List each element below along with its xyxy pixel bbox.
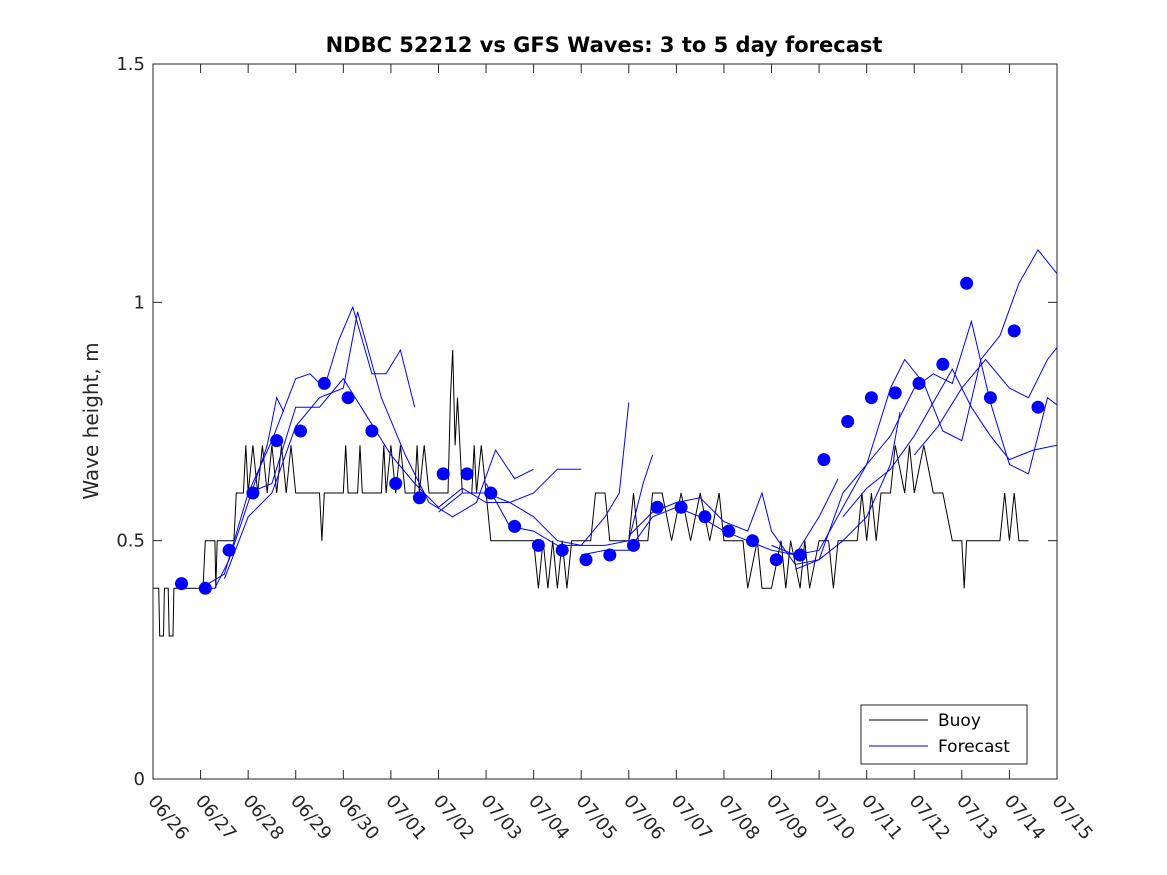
y-tick-label: 0: [134, 769, 145, 790]
forecast-marker-4: [246, 486, 260, 500]
forecast-run-line-5: [438, 402, 630, 546]
forecast-marker-16: [531, 538, 545, 552]
forecast-run-line-4: [248, 377, 582, 508]
forecast-marker-8: [341, 391, 355, 405]
y-axis-ticks: 0 0.5 1 1.5: [116, 54, 1057, 790]
forecast-marker-37: [1031, 400, 1045, 414]
forecast-marker-12: [436, 467, 450, 481]
chart-title: NDBC 52212 vs GFS Waves: 3 to 5 day fore…: [326, 33, 883, 57]
forecast-marker-10: [389, 477, 403, 490]
forecast-marker-30: [864, 391, 878, 405]
forecast-marker-33: [936, 357, 950, 371]
axes-frame: [152, 63, 1058, 780]
forecast-marker-29: [841, 415, 855, 428]
forecast-marker-18: [579, 553, 593, 567]
forecast-marker-3: [222, 543, 236, 557]
forecast-marker-15: [508, 519, 522, 533]
forecast-marker-13: [460, 467, 474, 481]
forecast-marker-2: [198, 581, 212, 595]
y-axis-label: Wave height, m: [79, 342, 103, 499]
forecast-marker-1: [175, 577, 188, 591]
forecast-marker-19: [603, 548, 617, 562]
y-tick-label: 1: [134, 292, 145, 313]
forecast-marker-28: [817, 453, 831, 467]
forecast-marker-36: [1007, 324, 1021, 338]
axes: [152, 63, 1058, 780]
legend: Buoy Forecast: [860, 704, 1028, 765]
forecast-marker-35: [983, 391, 997, 405]
forecast-run-line-9: [771, 249, 1057, 556]
forecast-marker-25: [746, 534, 759, 548]
forecast-marker-26: [769, 553, 783, 567]
y-tick-label: 0.5: [116, 531, 145, 552]
forecast-marker-5: [270, 434, 284, 448]
buoy-series-line: [153, 349, 1029, 637]
legend-buoy-label: Buoy: [938, 711, 981, 731]
forecast-marker-24: [722, 524, 736, 538]
forecast-run-line-12: [913, 346, 1057, 456]
forecast-marker-14: [484, 486, 498, 500]
forecast-run-line-10: [795, 319, 1057, 570]
forecast-marker-34: [960, 276, 974, 290]
forecast-marker-31: [888, 386, 902, 400]
forecast-marker-9: [365, 424, 379, 438]
forecast-marker-7: [317, 376, 331, 390]
forecast-marker-17: [555, 543, 569, 557]
forecast-marker-23: [698, 510, 712, 524]
y-tick-label: 1.5: [116, 54, 145, 75]
plot-area: [153, 249, 1057, 637]
forecast-marker-21: [650, 500, 664, 514]
legend-box: [860, 704, 1028, 765]
forecast-marker-6: [294, 424, 307, 438]
forecast-run-line-3: [223, 311, 534, 579]
forecast-marker-11: [412, 491, 426, 505]
forecast-marker-20: [627, 538, 640, 552]
legend-forecast-label: Forecast: [938, 737, 1010, 757]
forecast-marker-27: [793, 548, 807, 562]
forecast-marker-22: [674, 500, 688, 514]
forecast-run-line-1: [200, 396, 285, 589]
forecast-marker-32: [912, 376, 926, 390]
